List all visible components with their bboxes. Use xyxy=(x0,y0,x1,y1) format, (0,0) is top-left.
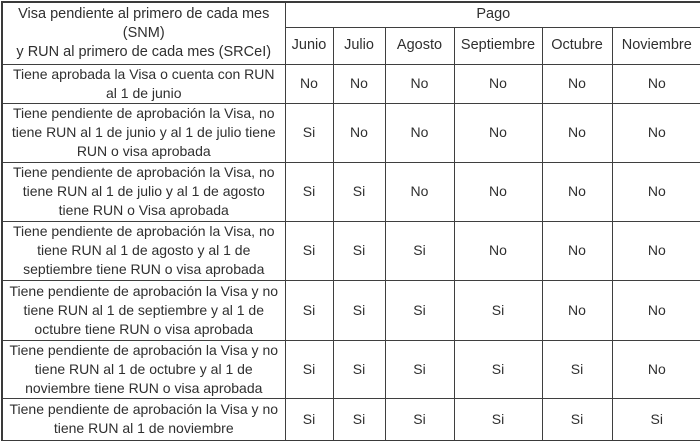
criteria-cell: Tiene pendiente de aprobación la Visa, n… xyxy=(1,161,286,222)
value-cell: No xyxy=(611,339,700,399)
value-cell: No xyxy=(332,102,386,163)
value-cell: No xyxy=(384,161,455,222)
value-cell: No xyxy=(541,161,613,222)
value-cell: No xyxy=(611,220,700,281)
value-cell: No xyxy=(541,102,613,163)
value-cell: Si xyxy=(384,339,455,399)
value-cell: Si xyxy=(284,102,334,163)
value-cell: Si xyxy=(332,397,386,441)
value-cell: No xyxy=(384,63,455,104)
table-row: Tiene aprobada la Visa o cuenta con RUN … xyxy=(1,63,700,104)
table-row: Tiene pendiente de aprobación la Visa y … xyxy=(1,339,700,399)
value-cell: No xyxy=(611,102,700,163)
month-header-agosto: Agosto xyxy=(384,26,455,65)
value-cell: No xyxy=(611,279,700,341)
month-header-septiembre: Septiembre xyxy=(453,26,543,65)
value-cell: No xyxy=(611,63,700,104)
month-header-noviembre: Noviembre xyxy=(611,26,700,65)
value-cell: No xyxy=(541,220,613,281)
table-row: Tiene pendiente de aprobación la Visa, n… xyxy=(1,161,700,222)
value-cell: No xyxy=(611,161,700,222)
value-cell: Si xyxy=(284,220,334,281)
value-cell: Si xyxy=(611,397,700,441)
value-cell: Si xyxy=(453,397,543,441)
table-row: Tiene pendiente de aprobación la Visa y … xyxy=(1,397,700,441)
value-cell: Si xyxy=(384,397,455,441)
value-cell: Si xyxy=(332,339,386,399)
value-cell: Si xyxy=(541,397,613,441)
value-cell: Si xyxy=(453,339,543,399)
criteria-header-cell: Visa pendiente al primero de cada mes (S… xyxy=(1,1,286,65)
value-cell: Si xyxy=(332,220,386,281)
value-cell: Si xyxy=(384,279,455,341)
value-cell: Si xyxy=(541,339,613,399)
criteria-cell: Tiene aprobada la Visa o cuenta con RUN … xyxy=(1,63,286,104)
value-cell: Si xyxy=(332,161,386,222)
value-cell: No xyxy=(453,102,543,163)
value-cell: No xyxy=(453,220,543,281)
value-cell: Si xyxy=(284,161,334,222)
value-cell: Si xyxy=(284,339,334,399)
value-cell: No xyxy=(453,161,543,222)
criteria-cell: Tiene pendiente de aprobación la Visa, n… xyxy=(1,220,286,281)
value-cell: No xyxy=(453,63,543,104)
month-header-octubre: Octubre xyxy=(541,26,613,65)
table-row: Tiene pendiente de aprobación la Visa, n… xyxy=(1,102,700,163)
table-row: Tiene pendiente de aprobación la Visa y … xyxy=(1,279,700,341)
month-header-julio: Julio xyxy=(332,26,386,65)
criteria-cell: Tiene pendiente de aprobación la Visa y … xyxy=(1,339,286,399)
value-cell: No xyxy=(541,63,613,104)
value-cell: No xyxy=(284,63,334,104)
criteria-cell: Tiene pendiente de aprobación la Visa y … xyxy=(1,279,286,341)
value-cell: Si xyxy=(453,279,543,341)
value-cell: Si xyxy=(384,220,455,281)
value-cell: No xyxy=(384,102,455,163)
value-cell: No xyxy=(332,63,386,104)
criteria-cell: Tiene pendiente de aprobación la Visa, n… xyxy=(1,102,286,163)
value-cell: Si xyxy=(284,279,334,341)
value-cell: Si xyxy=(284,397,334,441)
pago-header-cell: Pago xyxy=(284,1,700,28)
value-cell: Si xyxy=(332,279,386,341)
criteria-cell: Tiene pendiente de aprobación la Visa y … xyxy=(1,397,286,441)
value-cell: No xyxy=(541,279,613,341)
table-row: Tiene pendiente de aprobación la Visa, n… xyxy=(1,220,700,281)
month-header-junio: Junio xyxy=(284,26,334,65)
